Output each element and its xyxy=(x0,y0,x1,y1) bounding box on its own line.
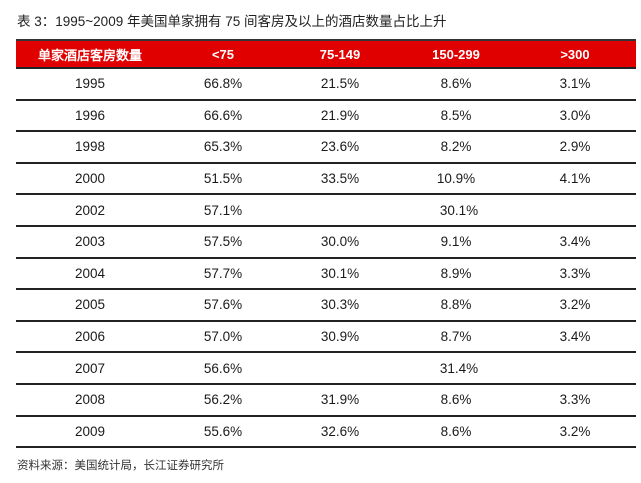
lt75-cell: 57.1% xyxy=(164,194,282,227)
header-75-149: 75-149 xyxy=(282,39,398,68)
header-row: 单家酒店客房数量 <75 75-149 150-299 >300 xyxy=(16,39,636,68)
150-299-cell: 8.6% xyxy=(398,415,514,449)
gt300-cell: 3.1% xyxy=(514,67,636,101)
year-cell: 1996 xyxy=(16,99,164,133)
150-299-cell: 8.8% xyxy=(398,289,514,322)
year-cell: 2000 xyxy=(16,162,164,196)
75-149-cell: 23.6% xyxy=(282,131,398,164)
75-149-cell: 21.9% xyxy=(282,99,398,133)
75-149-cell: 32.6% xyxy=(282,415,398,449)
table-row: 2003 57.5% 30.0% 9.1% 3.4% xyxy=(16,225,636,259)
150-299-cell: 8.9% xyxy=(398,257,514,291)
75-149-cell: 33.5% xyxy=(282,162,398,196)
lt75-cell: 57.7% xyxy=(164,257,282,291)
75-149-cell: 30.1% xyxy=(282,257,398,291)
lt75-cell: 57.5% xyxy=(164,225,282,259)
lt75-cell: 56.2% xyxy=(164,383,282,417)
gt300-cell: 3.4% xyxy=(514,225,636,259)
year-cell: 2009 xyxy=(16,415,164,449)
gt300-cell: 3.0% xyxy=(514,99,636,133)
gt300-cell: 2.9% xyxy=(514,131,636,164)
table-row: 2005 57.6% 30.3% 8.8% 3.2% xyxy=(16,289,636,322)
year-cell: 1995 xyxy=(16,67,164,101)
lt75-cell: 65.3% xyxy=(164,131,282,164)
lt75-cell: 51.5% xyxy=(164,162,282,196)
lt75-cell: 55.6% xyxy=(164,415,282,449)
table-row: 2008 56.2% 31.9% 8.6% 3.3% xyxy=(16,383,636,417)
header-gt300: >300 xyxy=(514,39,636,68)
75-149-cell: 30.3% xyxy=(282,289,398,322)
gt300-cell: 3.3% xyxy=(514,257,636,291)
year-cell: 2005 xyxy=(16,289,164,322)
gt300-cell: 4.1% xyxy=(514,162,636,196)
gt300-cell: 3.2% xyxy=(514,415,636,449)
table-row: 2000 51.5% 33.5% 10.9% 4.1% xyxy=(16,162,636,196)
150-299-cell: 8.6% xyxy=(398,67,514,101)
lt75-cell: 57.6% xyxy=(164,289,282,322)
150-299-cell: 8.7% xyxy=(398,320,514,354)
table-row: 2002 57.1% 30.1% xyxy=(16,194,636,227)
75-149-cell: 30.0% xyxy=(282,225,398,259)
merged-75plus-cell: 30.1% xyxy=(282,194,636,227)
lt75-cell: 66.8% xyxy=(164,67,282,101)
gt300-cell: 3.4% xyxy=(514,320,636,354)
150-299-cell: 8.2% xyxy=(398,131,514,164)
lt75-cell: 56.6% xyxy=(164,352,282,385)
lt75-cell: 66.6% xyxy=(164,99,282,133)
year-cell: 2008 xyxy=(16,383,164,417)
150-299-cell: 10.9% xyxy=(398,162,514,196)
150-299-cell: 8.6% xyxy=(398,383,514,417)
header-room-count: 单家酒店客房数量 xyxy=(16,39,164,68)
gt300-cell: 3.3% xyxy=(514,383,636,417)
gt300-cell: 3.2% xyxy=(514,289,636,322)
merged-75plus-cell: 31.4% xyxy=(282,352,636,385)
lt75-cell: 57.0% xyxy=(164,320,282,354)
table-row: 2006 57.0% 30.9% 8.7% 3.4% xyxy=(16,320,636,354)
hotel-room-share-table: 单家酒店客房数量 <75 75-149 150-299 >300 1995 66.… xyxy=(16,39,636,449)
year-cell: 1998 xyxy=(16,131,164,164)
header-150-299: 150-299 xyxy=(398,39,514,68)
year-cell: 2007 xyxy=(16,352,164,385)
75-149-cell: 31.9% xyxy=(282,383,398,417)
year-cell: 2003 xyxy=(16,225,164,259)
150-299-cell: 8.5% xyxy=(398,99,514,133)
year-cell: 2006 xyxy=(16,320,164,354)
table-row: 1998 65.3% 23.6% 8.2% 2.9% xyxy=(16,131,636,164)
year-cell: 2002 xyxy=(16,194,164,227)
table-row: 2009 55.6% 32.6% 8.6% 3.2% xyxy=(16,415,636,449)
source-note: 资料来源：美国统计局，长江证券研究所 xyxy=(17,460,224,472)
table-row: 2007 56.6% 31.4% xyxy=(16,352,636,385)
header-lt75: <75 xyxy=(164,39,282,68)
table-title: 表 3：1995~2009 年美国单家拥有 75 间客房及以上的酒店数量占比上升 xyxy=(17,14,447,29)
year-cell: 2004 xyxy=(16,257,164,291)
75-149-cell: 21.5% xyxy=(282,67,398,101)
table-row: 1995 66.8% 21.5% 8.6% 3.1% xyxy=(16,67,636,101)
75-149-cell: 30.9% xyxy=(282,320,398,354)
table-row: 2004 57.7% 30.1% 8.9% 3.3% xyxy=(16,257,636,291)
150-299-cell: 9.1% xyxy=(398,225,514,259)
table-row: 1996 66.6% 21.9% 8.5% 3.0% xyxy=(16,99,636,133)
